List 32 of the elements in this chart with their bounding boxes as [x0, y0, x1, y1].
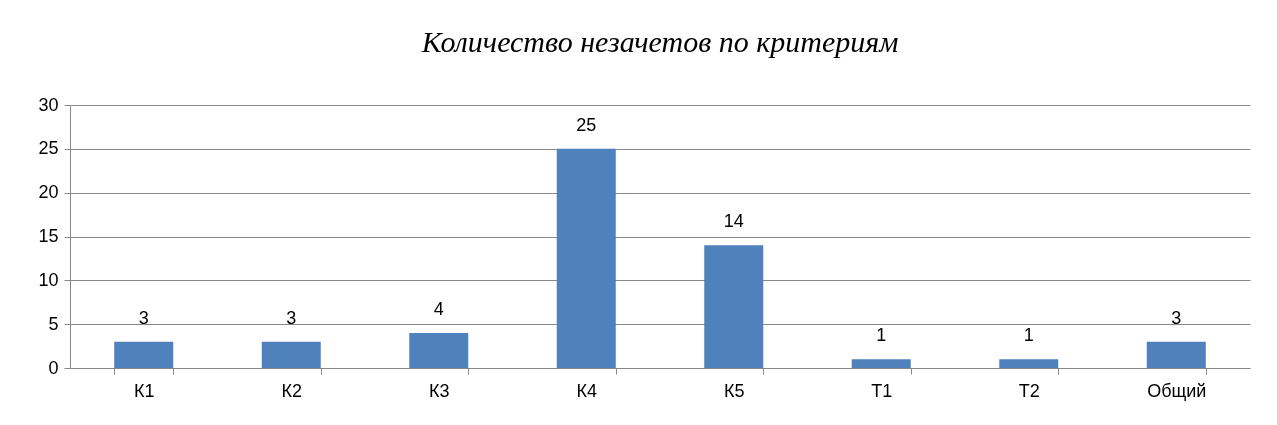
bar	[114, 341, 174, 368]
x-tick-label: Общий	[1147, 380, 1207, 401]
bar	[851, 359, 911, 368]
x-tick-label: Т1	[871, 380, 893, 401]
y-tick-label: 0	[48, 357, 59, 378]
x-tick-label: К3	[429, 380, 450, 401]
y-tick-label: 10	[38, 269, 59, 290]
y-tick-label: 20	[38, 182, 59, 203]
bar	[1146, 341, 1206, 368]
x-tick-label: Т2	[1018, 380, 1040, 401]
y-tick-label: 30	[38, 94, 59, 115]
data-label: 4	[433, 298, 444, 319]
bar	[704, 245, 764, 368]
x-tick-label: К1	[134, 380, 155, 401]
data-label: 25	[576, 114, 597, 135]
data-label: 1	[1023, 325, 1034, 346]
bar	[409, 332, 469, 368]
data-label: 3	[1171, 307, 1182, 328]
y-tick-label: 5	[48, 313, 59, 334]
y-tick-label: 25	[38, 138, 59, 159]
bar	[261, 341, 321, 368]
data-label: 3	[286, 307, 297, 328]
data-label: 1	[876, 325, 887, 346]
data-label: 3	[138, 307, 149, 328]
x-tick-label: К4	[576, 380, 597, 401]
data-label: 14	[723, 211, 744, 232]
x-tick-label: К5	[724, 380, 745, 401]
chart-title: Количество незачетов по критериям	[420, 25, 899, 58]
bar	[999, 359, 1059, 368]
x-tick-label: К2	[281, 380, 302, 401]
bar	[556, 148, 616, 368]
y-tick-label: 15	[38, 226, 59, 246]
